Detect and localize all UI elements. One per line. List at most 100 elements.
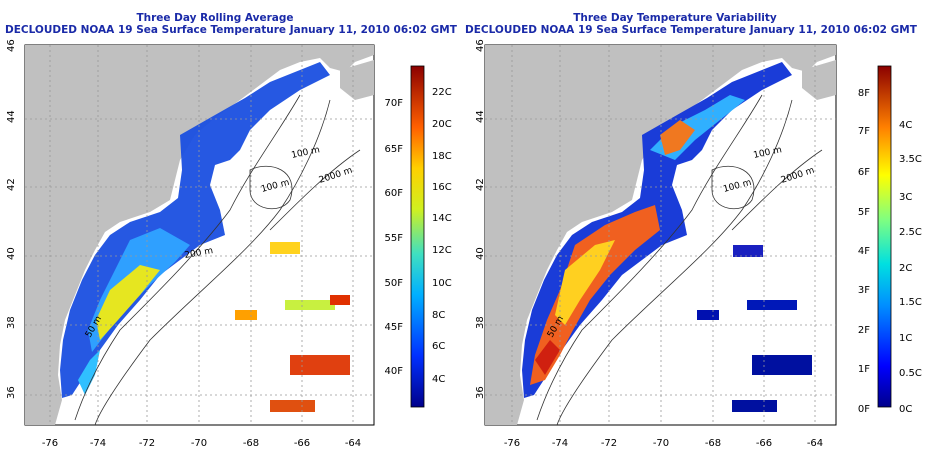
left-lat-40: 40 xyxy=(6,247,17,260)
right-title-line1: Three Day Temperature Variability xyxy=(573,12,777,24)
right-patch-2 xyxy=(697,310,719,320)
left-patch-red2 xyxy=(290,355,350,375)
left-cb-6c: 6C xyxy=(432,341,445,352)
left-lon-76: -76 xyxy=(42,438,58,449)
left-land xyxy=(25,45,374,425)
left-lon-74: -74 xyxy=(90,438,106,449)
left-cb-40f: 40F xyxy=(385,366,404,377)
right-cb-3f: 3F xyxy=(858,285,870,296)
left-patch-lime xyxy=(285,300,335,310)
right-cb-2f: 2F xyxy=(858,325,870,336)
left-lon-68: -68 xyxy=(243,438,259,449)
left-map-title: Three Day Rolling Average DECLOUDED NOAA… xyxy=(5,12,457,36)
left-title-line2: DECLOUDED NOAA 19 Sea Surface Temperatur… xyxy=(5,24,457,36)
right-lon-70: -70 xyxy=(653,438,669,449)
right-lon-labels: -76 -74 -72 -70 -68 -66 -64 xyxy=(504,438,823,449)
right-patch-4 xyxy=(752,355,812,375)
left-lat-46: 46 xyxy=(6,39,17,52)
right-cb-0-5c: 0.5C xyxy=(899,368,922,379)
right-cb-3c: 3C xyxy=(899,192,912,203)
left-cb-60f: 60F xyxy=(385,188,404,199)
right-lon-72: -72 xyxy=(601,438,617,449)
left-lat-44: 44 xyxy=(6,110,17,123)
left-cb-65f: 65F xyxy=(385,144,404,155)
left-contours xyxy=(74,94,361,425)
left-cb-14c: 14C xyxy=(432,213,452,224)
right-cb-1-5c: 1.5C xyxy=(899,297,922,308)
left-lon-64: -64 xyxy=(345,438,361,449)
right-lat-42: 42 xyxy=(475,178,486,191)
left-lon-labels: -76 -74 -72 -70 -68 -66 -64 xyxy=(42,438,361,449)
right-lat-labels: 46 44 42 40 38 36 xyxy=(475,39,486,399)
left-sst-shelf xyxy=(60,62,330,398)
left-lat-labels: 46 44 42 40 38 36 xyxy=(6,39,17,399)
left-lat-36: 36 xyxy=(6,386,17,399)
left-lon-66: -66 xyxy=(294,438,310,449)
left-sst-south xyxy=(78,350,100,395)
right-map-title: Three Day Temperature Variability DECLOU… xyxy=(465,12,917,36)
left-contour-label-200: 200 m xyxy=(184,246,214,261)
left-colorbar-fahrenheit: 70F 65F 60F 55F 50F 45F 40F xyxy=(385,98,404,377)
right-cb-2c: 2C xyxy=(899,263,912,274)
right-lon-66: -66 xyxy=(756,438,772,449)
right-lon-76: -76 xyxy=(504,438,520,449)
left-cb-70f: 70F xyxy=(385,98,404,109)
left-map-figure: 100 m 100 m 2000 m 200 m 50 m 46 44 42 4… xyxy=(6,39,452,449)
left-cb-55f: 55F xyxy=(385,233,404,244)
left-cb-4c: 4C xyxy=(432,374,445,385)
right-nova-scotia xyxy=(802,60,836,100)
left-cb-20c: 20C xyxy=(432,119,452,130)
right-cb-0f: 0F xyxy=(858,404,870,415)
left-cb-16c: 16C xyxy=(432,182,452,193)
left-cb-50f: 50F xyxy=(385,278,404,289)
left-cb-12c: 12C xyxy=(432,245,452,256)
right-lat-40: 40 xyxy=(475,247,486,260)
right-lon-64: -64 xyxy=(807,438,823,449)
left-patch-red3 xyxy=(270,400,315,412)
right-contours xyxy=(536,94,823,425)
right-var-georges xyxy=(660,120,695,155)
left-patch-orange xyxy=(235,310,257,320)
right-lat-36: 36 xyxy=(475,386,486,399)
right-title-line2: DECLOUDED NOAA 19 Sea Surface Temperatur… xyxy=(465,24,917,36)
right-cb-7f: 7F xyxy=(858,126,870,137)
right-cb-0c: 0C xyxy=(899,404,912,415)
right-cb-1c: 1C xyxy=(899,333,912,344)
right-cb-4f: 4F xyxy=(858,246,870,257)
right-cb-1f: 1F xyxy=(858,364,870,375)
left-cb-18c: 18C xyxy=(432,151,452,162)
right-grid xyxy=(485,45,836,425)
right-cb-4c: 4C xyxy=(899,120,912,131)
right-land xyxy=(485,45,836,425)
right-cb-8f: 8F xyxy=(858,88,870,99)
left-lat-42: 42 xyxy=(6,178,17,191)
right-lon-74: -74 xyxy=(552,438,568,449)
left-title-line1: Three Day Rolling Average xyxy=(136,12,294,24)
right-lat-46: 46 xyxy=(475,39,486,52)
left-cb-45f: 45F xyxy=(385,322,404,333)
left-patch-red1 xyxy=(330,295,350,305)
right-colorbar-celsius: 4C 3.5C 3C 2.5C 2C 1.5C 1C 0.5C 0C xyxy=(899,120,922,415)
right-var-shelf-yellow xyxy=(555,240,615,325)
left-nova-scotia xyxy=(340,60,374,100)
right-cb-2-5c: 2.5C xyxy=(899,227,922,238)
right-patch-1 xyxy=(733,245,763,257)
right-cb-3-5c: 3.5C xyxy=(899,154,922,165)
left-sst-warm-band xyxy=(96,265,160,340)
right-colorbar xyxy=(877,65,892,408)
left-lat-38: 38 xyxy=(6,316,17,329)
left-cb-22c: 22C xyxy=(432,87,452,98)
left-lon-70: -70 xyxy=(191,438,207,449)
right-map-figure: 100 m 100 m 2000 m 50 m 46 44 42 40 38 3… xyxy=(475,39,922,449)
left-colorbar-celsius: 22C 20C 18C 16C 14C 12C 10C 8C 6C 4C xyxy=(432,87,452,385)
right-lat-38: 38 xyxy=(475,316,486,329)
right-lat-44: 44 xyxy=(475,110,486,123)
right-patch-5 xyxy=(732,400,777,412)
right-lon-68: -68 xyxy=(705,438,721,449)
right-patch-3 xyxy=(747,300,797,310)
left-lon-72: -72 xyxy=(139,438,155,449)
left-colorbar xyxy=(410,65,425,408)
right-var-south-red xyxy=(535,340,560,375)
left-cb-10c: 10C xyxy=(432,278,452,289)
left-cb-8c: 8C xyxy=(432,310,445,321)
